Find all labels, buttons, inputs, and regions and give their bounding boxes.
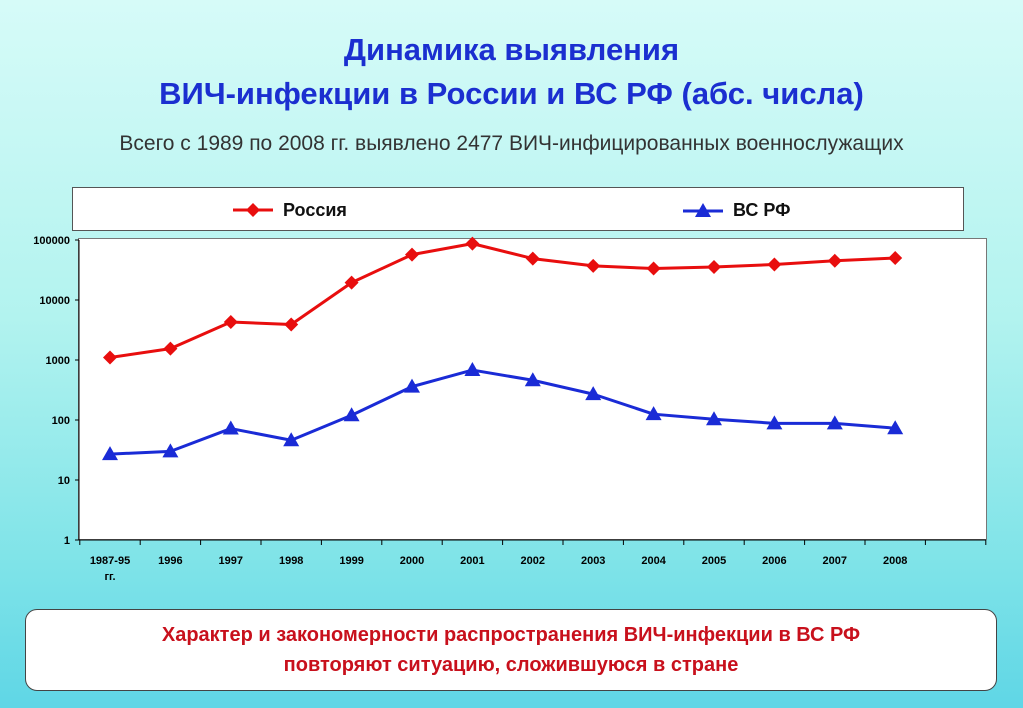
- diamond-marker-icon: [233, 203, 273, 217]
- data-point-military: [464, 362, 481, 377]
- data-point-military: [766, 415, 783, 430]
- data-point-russia: [163, 341, 178, 356]
- data-point-military: [887, 420, 904, 435]
- data-point-military: [585, 386, 602, 401]
- data-point-military: [162, 443, 179, 458]
- data-point-russia: [646, 261, 661, 276]
- data-point-military: [826, 415, 843, 430]
- y-tick-label: 1000: [46, 355, 70, 367]
- data-point-military: [645, 406, 662, 421]
- data-point-military: [404, 378, 420, 393]
- plot-area: [78, 238, 987, 540]
- x-tick-label: 1999: [339, 555, 363, 567]
- data-point-military: [706, 411, 722, 426]
- conclusion-line-2: повторяют ситуацию, сложившуюся в стране: [283, 654, 739, 676]
- data-point-russia: [284, 317, 299, 332]
- conclusion-box: Характер и закономерности распространени…: [25, 609, 997, 691]
- data-point-military: [343, 407, 360, 422]
- data-point-russia: [525, 251, 540, 266]
- x-tick-label: 1998: [279, 555, 303, 567]
- data-point-military: [222, 420, 239, 435]
- data-point-russia: [344, 275, 359, 290]
- x-tick-label: 2007: [823, 555, 847, 567]
- y-tick-label: 100000: [33, 235, 70, 247]
- data-point-russia: [465, 236, 480, 251]
- data-point-military: [524, 372, 541, 387]
- x-tick-label: 2006: [762, 555, 786, 567]
- title-line-1: Динамика выявления: [343, 32, 680, 67]
- data-point-russia: [586, 258, 601, 273]
- x-tick-label: 1997: [219, 555, 243, 567]
- x-tick-label: 2004: [641, 555, 666, 567]
- legend-label-military: ВС РФ: [733, 199, 791, 220]
- page-title: Динамика выявления ВИЧ-инфекции в России…: [0, 28, 1023, 116]
- legend-item-military: ВС РФ: [681, 188, 790, 232]
- y-tick-label: 10: [58, 475, 70, 487]
- y-tick-label: 1: [64, 535, 70, 547]
- data-point-military: [102, 446, 118, 461]
- data-point-military: [283, 432, 300, 447]
- data-point-russia: [888, 251, 903, 266]
- x-tick-label: 2002: [521, 555, 545, 567]
- data-point-russia: [827, 253, 842, 268]
- chart-legend: Россия ВС РФ: [72, 187, 964, 231]
- y-tick-label: 100: [52, 415, 70, 427]
- legend-item-russia: Россия: [231, 188, 347, 232]
- title-line-2: ВИЧ-инфекции в России и ВС РФ (абс. числ…: [159, 76, 864, 111]
- legend-label-russia: Россия: [283, 199, 347, 220]
- data-point-russia: [405, 247, 419, 262]
- y-tick-label: 10000: [39, 295, 70, 307]
- data-point-russia: [707, 259, 721, 274]
- x-tick-label: 1987-95 гг.: [90, 555, 130, 583]
- conclusion-line-1: Характер и закономерности распространени…: [161, 624, 861, 646]
- x-tick-label: 2008: [883, 555, 907, 567]
- triangle-marker-icon: [683, 203, 723, 217]
- x-tick-label: 2005: [702, 555, 726, 567]
- data-point-russia: [103, 350, 117, 365]
- x-tick-label: 2003: [581, 555, 605, 567]
- series-line-russia: [109, 242, 896, 360]
- data-point-russia: [223, 314, 238, 329]
- series-line-military: [109, 368, 896, 456]
- data-point-russia: [767, 257, 782, 272]
- x-tick-label: 1996: [158, 555, 182, 567]
- x-tick-label: 2001: [460, 555, 484, 567]
- subtitle: Всего с 1989 по 2008 гг. выявлено 2477 В…: [119, 132, 904, 155]
- x-tick-label: 2000: [400, 555, 424, 567]
